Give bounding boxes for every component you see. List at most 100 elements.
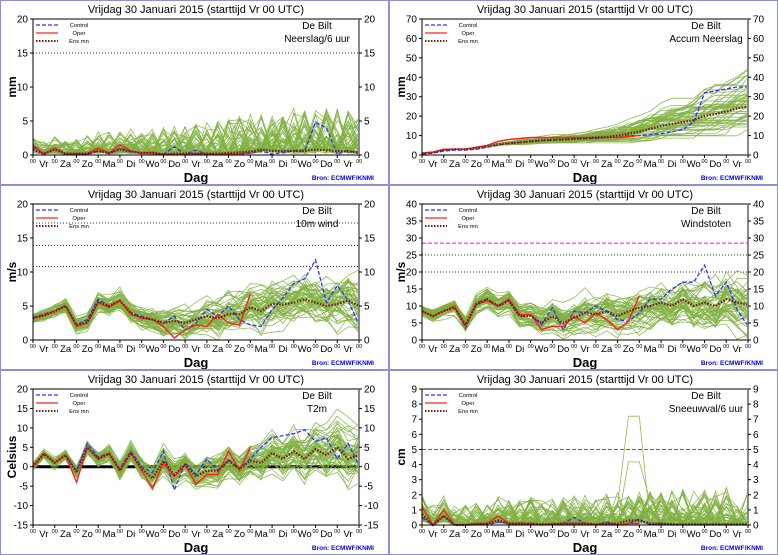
legend-label: Control [459,393,478,399]
y-tick-label-right: 20 [364,15,376,26]
hour-tick-label: 00 [334,159,340,165]
hour-tick-label: 00 [160,529,166,535]
panel-wind-gusts: Vrijdag 30 Januari 2015 (starttijd Vr 00… [389,185,778,370]
ensemble-members [421,415,749,526]
day-label: Wo [687,159,701,170]
y-tick-label: 20 [17,200,29,211]
chart-title: Vrijdag 30 Januari 2015 (starttijd Vr 00… [88,374,304,386]
y-axis-label: mm [5,76,19,97]
source-label: Bron: ECMWF/KNMI [312,175,374,182]
hour-tick-label: 00 [356,529,362,535]
hour-tick-label: 00 [680,529,686,535]
source-label: Bron: ECMWF/KNMI [701,360,763,367]
hour-tick-label: 00 [615,529,621,535]
ensemble-members [32,269,360,341]
ensemble-member-line [32,290,360,330]
day-label: Wo [534,529,548,540]
y-tick-label-right: 15 [364,234,376,245]
legend-label: Ens mn [69,39,89,45]
oper-line [421,295,640,331]
chart-10m-wind: Vrijdag 30 Januari 2015 (starttijd Vr 00… [5,189,376,369]
y-tick-label-right: 15 [753,285,765,296]
hour-tick-label: 00 [680,344,686,350]
day-label: Za [601,159,613,170]
day-label: Di [278,159,287,170]
hour-tick-label: 00 [182,159,188,165]
chart-title: Vrijdag 30 Januari 2015 (starttijd Vr 00… [88,189,304,201]
day-label: Zo [234,159,245,170]
day-label: Ma [255,529,269,540]
y-tick-label-right: -10 [364,501,379,512]
y-tick-label: 25 [406,251,418,262]
source-label: Bron: ECMWF/KNMI [701,175,763,182]
ensemble-member-line [32,284,360,331]
day-label: Ma [255,159,269,170]
y-tick-label: 2 [411,490,417,501]
y-tick-label: 4 [411,460,417,471]
hour-tick-label: 00 [419,159,425,165]
hour-tick-label: 00 [571,344,577,350]
hour-tick-label: 00 [73,529,79,535]
hour-tick-label: 00 [571,529,577,535]
legend-label: Ens mn [69,224,89,230]
ens-mean-line [421,105,749,155]
hour-tick-label: 00 [204,159,210,165]
source-label: Bron: ECMWF/KNMI [312,545,374,552]
hour-tick-label: 00 [52,344,58,350]
day-label: Vr [733,529,742,540]
hour-tick-label: 00 [528,344,534,350]
hour-tick-label: 00 [356,344,362,350]
hour-tick-label: 00 [117,159,123,165]
y-axis-label: cm [394,448,408,465]
location-label: De Bilt [302,206,332,217]
hour-tick-label: 00 [182,529,188,535]
day-label: Vr [191,159,200,170]
hour-tick-label: 00 [528,529,534,535]
day-label: Di [667,529,676,540]
hour-tick-label: 00 [160,159,166,165]
hour-tick-label: 00 [615,159,621,165]
hour-tick-label: 00 [484,344,490,350]
day-label: Do [320,344,332,355]
y-tick-label: 10 [17,423,29,434]
hour-tick-label: 00 [139,529,145,535]
day-label: Vr [733,159,742,170]
y-tick-label: 10 [17,83,29,94]
y-tick-label-right: 10 [753,131,765,142]
variable-label: Accum Neerslag [669,34,742,45]
hour-tick-label: 00 [658,529,664,535]
x-axis-label: Dag [184,170,209,184]
hour-tick-label: 00 [528,159,534,165]
ensemble-member-line [421,94,749,154]
variable-label: Sneeuwval/6 uur [669,404,744,415]
hour-tick-label: 00 [441,159,447,165]
y-tick-label: 60 [406,34,418,45]
y-tick-label: 20 [17,15,29,26]
chart-title: Vrijdag 30 Januari 2015 (starttijd Vr 00… [477,4,693,16]
day-label: Di [667,344,676,355]
location-label: De Bilt [691,391,721,402]
hour-tick-label: 00 [701,529,707,535]
hour-tick-label: 00 [204,344,210,350]
y-tick-label: 9 [411,385,417,396]
chart-title: Vrijdag 30 Januari 2015 (starttijd Vr 00… [477,374,693,386]
hour-tick-label: 00 [291,159,297,165]
hour-tick-label: 00 [226,529,232,535]
day-label: Za [212,159,224,170]
y-tick-label-right: -15 [364,521,379,532]
panel-10m-wind: Vrijdag 30 Januari 2015 (starttijd Vr 00… [0,185,389,370]
y-tick-label-right: 1 [753,505,759,516]
ensemble-member-line [421,489,749,525]
y-tick-label: 3 [411,475,417,486]
day-label: Za [601,529,613,540]
hour-tick-label: 00 [745,529,751,535]
y-tick-label: -10 [14,501,29,512]
day-label: Wo [298,344,312,355]
legend: Control Oper Ens mn [425,208,478,230]
hour-tick-label: 00 [312,529,318,535]
day-label: Wo [534,159,548,170]
day-label: Vr [191,344,200,355]
y-axis-label: m/s [5,261,19,282]
chart-wind-gusts: Vrijdag 30 Januari 2015 (starttijd Vr 00… [394,189,765,369]
